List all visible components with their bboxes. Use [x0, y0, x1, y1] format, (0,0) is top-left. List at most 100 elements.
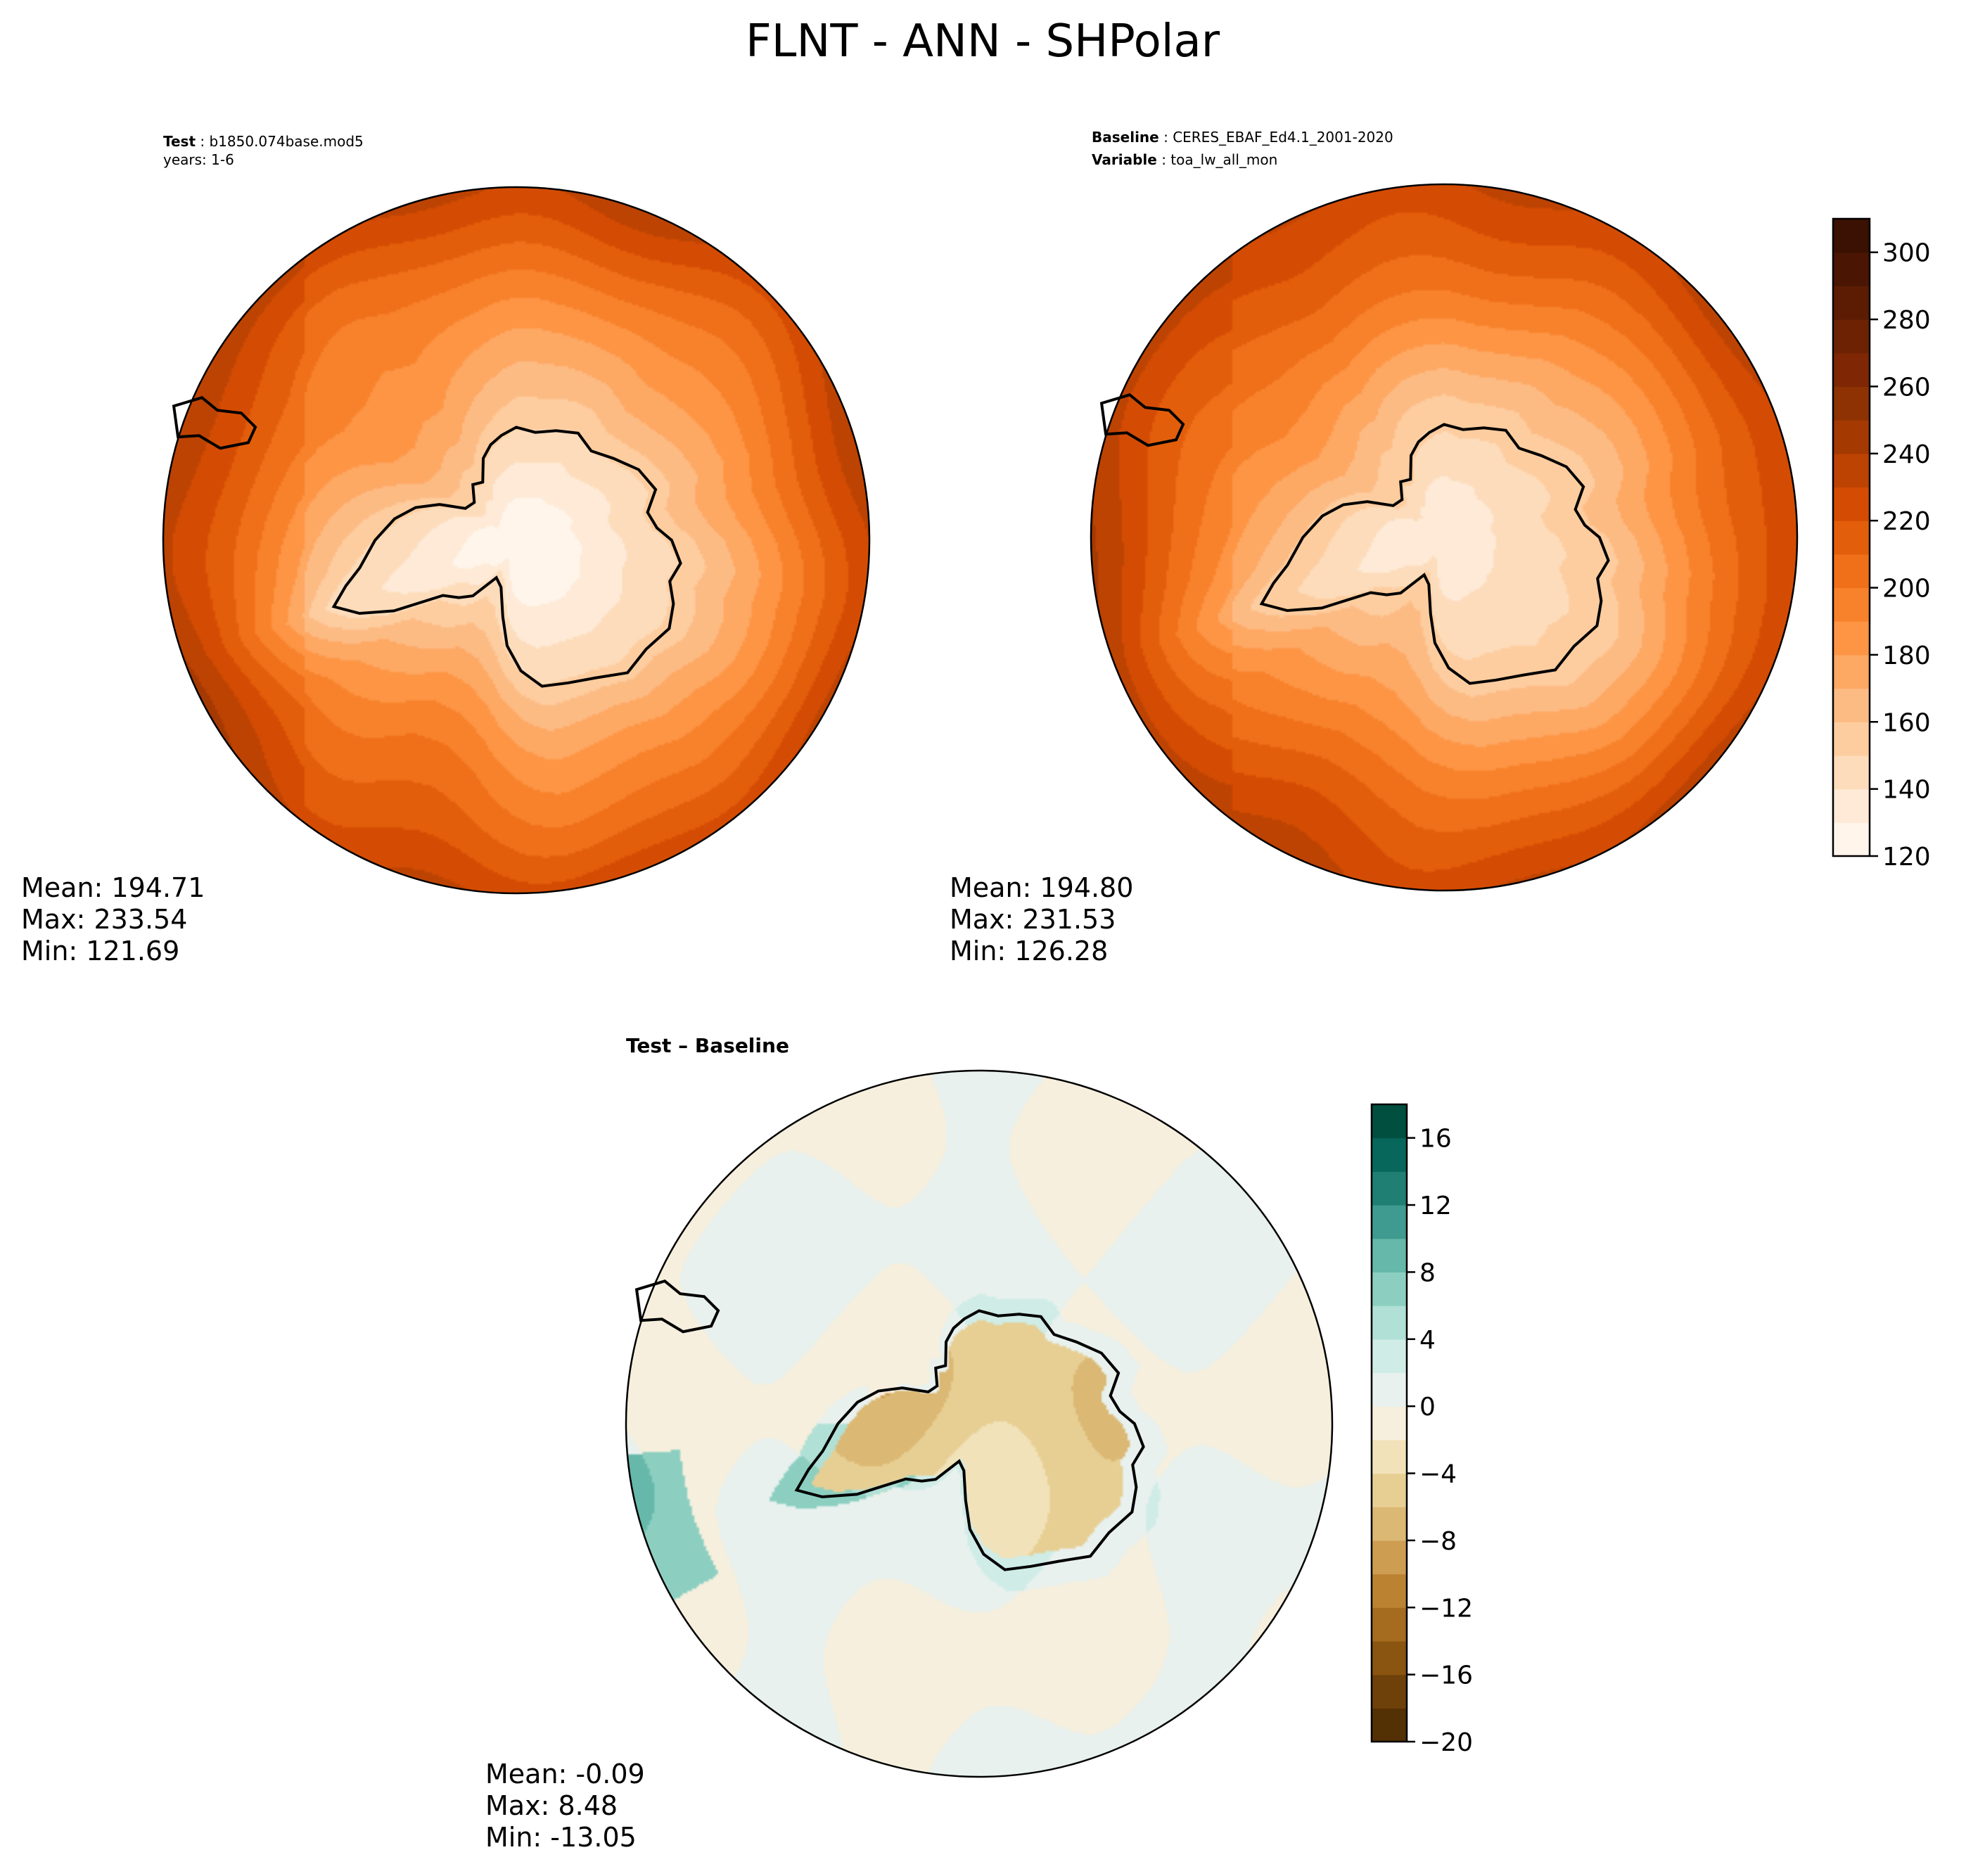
- difference-colorbar-level-14: [1372, 1238, 1407, 1273]
- baseline-mean: Mean: 194.80: [950, 872, 1133, 903]
- main-colorbar-level-7: [1833, 587, 1870, 622]
- main-colorbar-level-3: [1833, 722, 1870, 756]
- difference-min: Min: -13.05: [485, 1822, 637, 1853]
- difference-colorbar: −20 −16 −12 −8 −4 0 4 8 12 16: [1370, 1103, 1473, 1757]
- test-coastline: [172, 396, 682, 688]
- coastline-path: [794, 1309, 1145, 1571]
- main-colorbar: 120 140 160 180 200 220 240 260 280 300: [1832, 217, 1931, 872]
- coastline-path: [1259, 423, 1610, 685]
- coastline-path: [331, 426, 682, 688]
- main-colorbar-level-15: [1833, 319, 1870, 354]
- difference-colorbar-level-6: [1372, 1507, 1407, 1541]
- main-colorbar-frame: [1832, 217, 1871, 857]
- main-colorbar-tick-label: 120: [1882, 843, 1931, 872]
- difference-field-map: [626, 1071, 1332, 1777]
- baseline-max: Max: 231.53: [950, 904, 1116, 935]
- baseline-header: Baseline : CERES_EBAF_Ed4.1_2001-2020: [1092, 129, 1393, 146]
- difference-colorbar-tick-label: −20: [1419, 1728, 1473, 1757]
- difference-colorbar-tick-label: 8: [1419, 1258, 1436, 1287]
- main-colorbar-level-16: [1833, 286, 1870, 320]
- baseline-variable: toa_lw_all_mon: [1170, 151, 1277, 168]
- baseline-variable-label: Variable: [1092, 151, 1157, 168]
- test-years: years: 1-6: [163, 151, 234, 168]
- difference-colorbar-level-11: [1372, 1339, 1407, 1374]
- main-colorbar-level-12: [1833, 420, 1870, 454]
- difference-colorbar-level-4: [1372, 1574, 1407, 1608]
- main-colorbar-tick-label: 220: [1882, 507, 1931, 536]
- difference-map-frame: [625, 1069, 1334, 1778]
- difference-colorbar-tick-label: −16: [1419, 1661, 1473, 1690]
- test-map-frame: [162, 186, 871, 895]
- difference-colorbar-level-0: [1372, 1708, 1407, 1742]
- difference-colorbar-level-12: [1372, 1306, 1407, 1340]
- main-colorbar-level-10: [1833, 487, 1870, 521]
- baseline-map-frame: [1090, 183, 1799, 892]
- difference-colorbar-level-16: [1372, 1171, 1407, 1206]
- difference-colorbar-tick-label: 16: [1419, 1125, 1452, 1154]
- difference-mean: Mean: -0.09: [485, 1759, 645, 1789]
- baseline-field-map: [1091, 184, 1797, 891]
- difference-colorbar-level-13: [1372, 1272, 1407, 1306]
- figure-title: FLNT - ANN - SHPolar: [746, 15, 1220, 68]
- difference-colorbar-level-2: [1372, 1640, 1407, 1676]
- test-case: b1850.074base.mod5: [209, 133, 363, 150]
- difference-colorbar-level-9: [1372, 1406, 1407, 1441]
- main-colorbar-level-2: [1833, 755, 1870, 790]
- test-max: Max: 233.54: [21, 904, 187, 935]
- baseline-panel: Baseline : CERES_EBAF_Ed4.1_2001-2020 Va…: [950, 129, 1799, 966]
- baseline-variable-line: Variable : toa_lw_all_mon: [1092, 151, 1277, 168]
- main-colorbar-level-14: [1833, 352, 1870, 388]
- south-america-outline: [172, 396, 257, 450]
- main-colorbar-tick-label: 200: [1882, 575, 1931, 604]
- difference-colorbar-level-1: [1372, 1674, 1407, 1709]
- difference-colorbar-level-3: [1372, 1607, 1407, 1642]
- main-colorbar-level-1: [1833, 789, 1870, 823]
- difference-colorbar-tick-label: 12: [1419, 1192, 1452, 1220]
- main-colorbar-tick-label: 260: [1882, 373, 1931, 402]
- test-min: Min: 121.69: [21, 936, 179, 966]
- difference-header: Test – Baseline: [626, 1034, 789, 1057]
- main-colorbar-tick-label: 300: [1882, 239, 1931, 268]
- main-colorbar-level-6: [1833, 621, 1870, 656]
- difference-max: Max: 8.48: [485, 1790, 618, 1821]
- main-colorbar-level-17: [1833, 252, 1870, 286]
- baseline-colon: :: [1159, 129, 1173, 146]
- south-america-outline: [634, 1280, 720, 1334]
- difference-colorbar-level-8: [1372, 1439, 1407, 1474]
- main-colorbar-level-4: [1833, 688, 1870, 722]
- difference-colorbar-tick-label: −4: [1419, 1460, 1457, 1489]
- south-america-outline: [1099, 393, 1185, 447]
- main-colorbar-level-8: [1833, 554, 1870, 589]
- difference-colorbar-tick-label: −12: [1419, 1594, 1473, 1623]
- test-label: Test: [163, 133, 196, 150]
- difference-colorbar-tick-label: −8: [1419, 1527, 1457, 1556]
- main-colorbar-tick-label: 240: [1882, 440, 1931, 469]
- difference-colorbar-level-17: [1372, 1137, 1407, 1172]
- baseline-min: Min: 126.28: [950, 936, 1108, 966]
- test-field-map: [163, 187, 869, 893]
- test-panel: Test : b1850.074base.mod5 years: 1-6 Mea…: [21, 133, 871, 966]
- main-colorbar-tick-label: 280: [1882, 306, 1931, 335]
- difference-panel: Test – Baseline Mean: -0.09 Max: 8.48 Mi…: [485, 1034, 1334, 1853]
- baseline-coastline: [1099, 393, 1610, 685]
- main-colorbar-level-13: [1833, 386, 1870, 421]
- difference-colorbar-tick-label: 4: [1419, 1326, 1436, 1355]
- difference-colorbar-level-18: [1372, 1104, 1407, 1139]
- main-colorbar-level-0: [1833, 822, 1870, 857]
- test-colon: :: [196, 133, 209, 150]
- main-colorbar-level-11: [1833, 453, 1870, 488]
- difference-colorbar-frame: [1370, 1103, 1408, 1743]
- baseline-colon-2: :: [1157, 151, 1170, 168]
- difference-coastline: [634, 1280, 1145, 1571]
- difference-colorbar-level-15: [1372, 1205, 1407, 1239]
- main-colorbar-tick-label: 160: [1882, 708, 1931, 737]
- difference-colorbar-level-7: [1372, 1473, 1407, 1507]
- main-colorbar-level-5: [1833, 654, 1870, 689]
- test-mean: Mean: 194.71: [21, 872, 205, 903]
- main-colorbar-tick-label: 140: [1882, 776, 1931, 805]
- main-colorbar-level-9: [1833, 521, 1870, 555]
- difference-colorbar-level-5: [1372, 1540, 1407, 1575]
- difference-colorbar-tick-label: 0: [1419, 1393, 1436, 1422]
- main-colorbar-level-18: [1833, 219, 1870, 253]
